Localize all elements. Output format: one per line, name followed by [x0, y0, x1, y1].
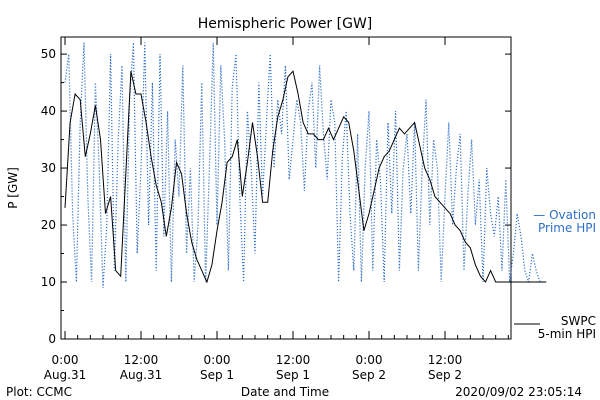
series-ovation-line: [64, 42, 544, 288]
plot-frame: [60, 36, 512, 340]
x-tick-label-date: Sep 2: [428, 368, 462, 382]
y-tick-label: 30: [41, 161, 56, 175]
x-axis-label: Date and Time: [241, 385, 329, 399]
y-tick-label: 0: [48, 332, 56, 346]
x-tick-label-date: Sep 1: [276, 368, 310, 382]
series-layer: [64, 42, 547, 288]
x-tick-label-date: Sep 2: [352, 368, 386, 382]
y-axis: 0 10 20 30 40 50: [41, 47, 511, 346]
legend-swpc-line1: SWPC: [561, 314, 596, 328]
legend-ovation-line1: — Ovation: [533, 208, 596, 222]
footer-plot-credit: Plot: CCMC: [6, 385, 72, 399]
legend-swpc-line2: 5-min HPI: [538, 327, 596, 341]
x-tick-label-time: 12:00: [276, 353, 311, 367]
x-tick-label-time: 0:00: [52, 353, 79, 367]
y-tick-label: 10: [41, 275, 56, 289]
x-tick-label-time: 12:00: [428, 353, 463, 367]
footer-timestamp: 2020/09/02 23:05:14: [455, 385, 582, 399]
x-tick-label-date: Aug.31: [120, 368, 163, 382]
y-tick-label: 50: [41, 47, 56, 61]
y-tick-label: 40: [41, 104, 56, 118]
x-tick-label-date: Sep 1: [200, 368, 234, 382]
y-axis-label: P [GW]: [6, 167, 20, 209]
x-tick-label-time: 0:00: [356, 353, 383, 367]
x-tick-label-time: 12:00: [124, 353, 159, 367]
chart-title: Hemispheric Power [GW]: [198, 16, 373, 32]
series-swpc-line: [64, 70, 547, 284]
y-tick-label: 20: [41, 218, 56, 232]
x-tick-label-date: Aug.31: [44, 368, 87, 382]
x-tick-label-time: 0:00: [204, 353, 231, 367]
legend-ovation-line2: Prime HPI: [538, 221, 596, 235]
